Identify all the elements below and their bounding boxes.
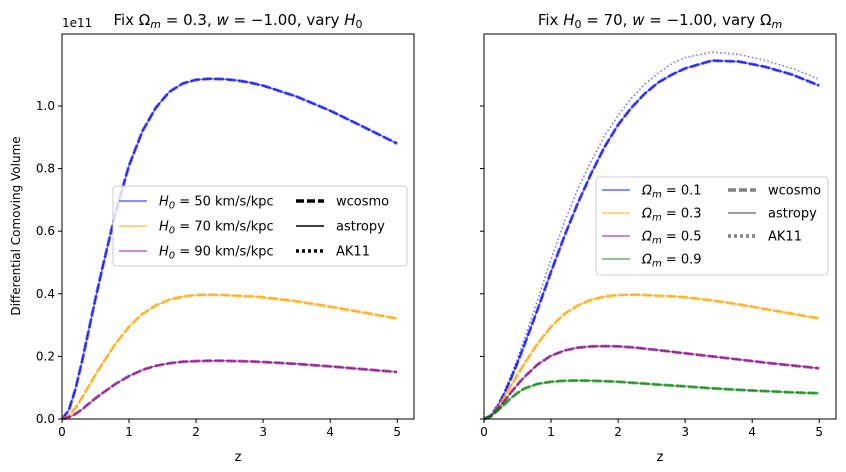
left-x-axis: 0 1 2 3 4 5 [58, 419, 401, 439]
right-legend-label: Ωm = 0.3 [641, 207, 702, 224]
left-y-axis: 0.0 0.2 0.4 0.6 0.8 1.0 [36, 99, 62, 426]
right-legend-label: Ωm = 0.9 [641, 253, 702, 270]
right-plot-area [483, 51, 820, 421]
right-legend-style-label: AK11 [768, 230, 802, 245]
left-legend-box [112, 185, 408, 267]
left-x-tick-label: 1 [125, 425, 133, 439]
left-legend-style-label: astropy [336, 220, 385, 235]
left-legend-label: H0 = 50 km/s/kpc [159, 195, 274, 212]
right-legend: Ωm = 0.1 Ωm = 0.3 Ωm = 0.5 Ωm = 0.9 wcosmo as… [595, 176, 829, 276]
right-legend-entries: Ωm = 0.1 Ωm = 0.3 Ωm = 0.5 Ωm = 0.9 wcosmo as… [602, 184, 821, 270]
left-legend-style-label: AK11 [336, 245, 370, 260]
left-astropy-line-2 [61, 360, 398, 420]
left-y-tick-label: 0.2 [36, 349, 55, 363]
left-offset-text: 1e11 [62, 16, 92, 30]
left-panel: 1e11 Fix Ωm = 0.3, w = −1.00, vary H0 0 1… [9, 11, 415, 465]
right-x-tick-label: 3 [681, 425, 689, 439]
left-legend-label: H0 = 90 km/s/kpc [159, 245, 274, 262]
right-legend-box [595, 176, 829, 276]
right-ak11-line-1 [483, 293, 820, 420]
right-legend-label: Ωm = 0.5 [641, 230, 702, 247]
right-astropy-line-1 [483, 293, 820, 420]
right-ak11-line-3 [483, 379, 820, 420]
right-legend-label: Ωm = 0.1 [641, 184, 702, 201]
left-y-tick-label: 0.4 [36, 287, 55, 301]
left-legend: H0 = 50 km/s/kpc H0 = 70 km/s/kpc H0 = 90 … [112, 185, 408, 267]
right-ak11-line-0 [483, 59, 820, 420]
right-x-axis: 0 1 2 3 4 5 [480, 419, 823, 439]
left-x-tick-label: 3 [259, 425, 267, 439]
right-legend-style-label: wcosmo [768, 184, 821, 199]
left-axes-frame [61, 33, 415, 420]
left-x-tick-label: 0 [58, 425, 66, 439]
left-y-tick-label: 0.8 [36, 162, 55, 176]
right-y-axis [480, 105, 484, 420]
right-title: Fix H0 = 70, w = −1.00, vary Ωm [538, 11, 782, 31]
left-title: Fix Ωm = 0.3, w = −1.00, vary H0 [113, 11, 362, 31]
right-x-tick-label: 5 [815, 425, 823, 439]
right-astropy-line-2 [483, 345, 820, 420]
right-wcosmo-line-1 [483, 293, 820, 421]
left-wcosmo-line-1 [61, 293, 398, 421]
left-ak11-line-2 [61, 359, 398, 420]
left-x-tick-label: 2 [192, 425, 200, 439]
right-axes-frame [483, 33, 837, 420]
left-plot-area [60, 77, 398, 421]
left-x-tick-label: 4 [326, 425, 334, 439]
right-wcosmo-line-3 [483, 378, 820, 421]
left-legend-style-label: wcosmo [336, 195, 389, 210]
right-legend-style-label: astropy [768, 207, 817, 222]
right-x-tick-label: 1 [547, 425, 555, 439]
left-wcosmo-line-2 [61, 359, 398, 421]
left-y-tick-label: 0.0 [36, 412, 55, 426]
left-y-tick-label: 1.0 [36, 99, 55, 113]
left-y-label: Differential Comoving Volume [9, 136, 23, 315]
right-ak11-deviation-line [483, 51, 820, 420]
left-x-label: z [235, 450, 242, 465]
left-legend-label: H0 = 70 km/s/kpc [159, 220, 274, 237]
right-x-tick-label: 4 [748, 425, 756, 439]
right-x-tick-label: 0 [480, 425, 488, 439]
right-panel: Fix H0 = 70, w = −1.00, vary Ωm 0 1 2 3 4 5 z… [480, 11, 837, 465]
left-x-tick-label: 5 [393, 425, 401, 439]
right-ak11-line-2 [483, 345, 820, 420]
left-y-tick-label: 0.6 [36, 224, 55, 238]
left-ak11-line-0 [61, 77, 398, 420]
left-ak11-line-1 [61, 293, 398, 420]
left-astropy-line-1 [61, 293, 398, 420]
right-x-label: z [657, 450, 664, 465]
right-x-tick-label: 2 [614, 425, 622, 439]
right-wcosmo-line-2 [483, 344, 820, 421]
right-wcosmo-line-0 [483, 59, 820, 421]
left-legend-entries: H0 = 50 km/s/kpc H0 = 70 km/s/kpc H0 = 90 … [119, 195, 389, 262]
